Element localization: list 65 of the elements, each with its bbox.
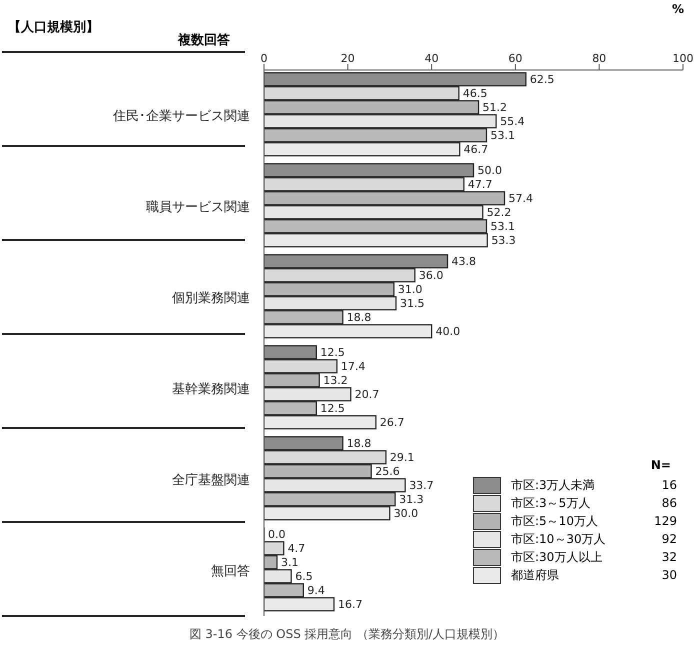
data-label: 46.7 — [464, 143, 488, 156]
y-tick-label: 住民･企業サービス関連 — [112, 109, 250, 124]
data-label: 46.5 — [462, 87, 488, 100]
y-tick-label: 職員サービス関連 — [146, 200, 250, 216]
data-label: 50.0 — [478, 164, 502, 178]
data-label: 57.4 — [508, 192, 534, 206]
x-tick-label: 40 — [424, 52, 439, 65]
caption: 図 3-16 今後の OSS 採用意向 （業務分類別/人口規模別） — [188, 626, 506, 643]
data-label: 31.0 — [398, 283, 422, 296]
data-label: 53.1 — [490, 220, 515, 234]
data-label: 12.5 — [320, 346, 345, 360]
annotation: 86 — [660, 496, 677, 510]
legend-title: N= — [650, 458, 672, 474]
data-label: 9.4 — [307, 584, 325, 598]
data-label: 18.8 — [346, 437, 372, 450]
legend-label: 市区:30万人以上 — [511, 548, 604, 566]
data-label: 31.5 — [400, 297, 424, 310]
y-tick-label: 全庁基盤関連 — [172, 472, 250, 488]
chart-subtitle: 複数回答 — [178, 32, 230, 49]
legend-label: 市区:10～30万人 — [511, 530, 607, 548]
x-tick-label: 0 — [260, 52, 268, 65]
x-tick-label: 20 — [340, 52, 355, 65]
data-label: 40.0 — [436, 325, 460, 338]
data-label: 53.1 — [490, 129, 515, 142]
data-label: 4.7 — [288, 542, 306, 556]
legend-label: 市区:5～10万人 — [511, 512, 599, 530]
x-tick-label: 80 — [592, 52, 606, 65]
annotation: 30 — [660, 568, 677, 582]
text: 【人口規模別】 — [8, 19, 99, 36]
data-label: 0.0 — [268, 528, 286, 542]
legend-label: 都道府県 — [511, 566, 560, 584]
data-label: 3.1 — [280, 556, 298, 570]
data-label: 17.4 — [340, 360, 366, 374]
data-label: 20.7 — [354, 388, 380, 402]
data-label: 51.2 — [482, 101, 508, 114]
annotation: 16 — [660, 478, 677, 492]
legend-label: 市区:3～5万人 — [511, 494, 592, 512]
y-tick-label: 個別業務関連 — [172, 291, 250, 306]
data-label: 26.7 — [380, 416, 404, 430]
x-tick-label: 60 — [508, 52, 522, 65]
data-label: 53.3 — [491, 234, 516, 248]
annotation: 129 — [653, 514, 677, 528]
data-label: 13.2 — [323, 374, 348, 388]
data-label: 16.7 — [338, 598, 362, 612]
data-label: 52.2 — [486, 206, 512, 220]
x-tick-label: 100 — [672, 52, 694, 65]
x-axis-title: % — [672, 2, 684, 16]
data-label: 12.5 — [320, 402, 345, 416]
data-label: 31.3 — [399, 493, 424, 506]
data-label: 33.7 — [409, 479, 434, 492]
data-label: 62.5 — [530, 73, 554, 86]
annotation: 92 — [660, 532, 677, 546]
data-label: 55.4 — [500, 115, 525, 128]
data-label: 30.0 — [394, 507, 418, 520]
data-label: 43.8 — [452, 255, 476, 268]
annotation: 32 — [660, 550, 677, 564]
data-label: 47.7 — [468, 178, 492, 192]
y-tick-label: 無回答 — [211, 564, 250, 580]
legend-label: 市区:3万人未満 — [511, 476, 596, 494]
y-tick-label: 基幹業務関連 — [172, 382, 250, 398]
data-label: 25.6 — [375, 465, 400, 478]
data-label: 36.0 — [418, 269, 444, 282]
data-label: 29.1 — [390, 451, 414, 464]
data-label: 18.8 — [346, 311, 372, 324]
data-label: 6.5 — [295, 570, 313, 584]
